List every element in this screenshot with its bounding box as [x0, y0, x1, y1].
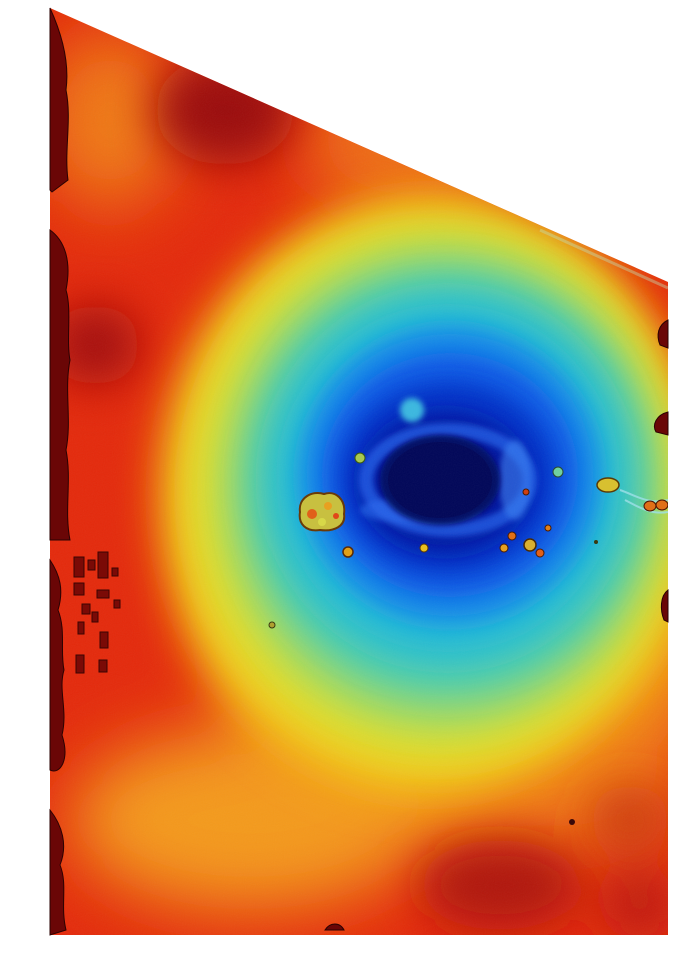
left-margin-blocks — [73, 551, 121, 674]
rim-debris-piles — [268, 452, 620, 825]
edge-spoil-mounds — [49, 7, 669, 936]
right-edge-mounds — [643, 499, 668, 512]
